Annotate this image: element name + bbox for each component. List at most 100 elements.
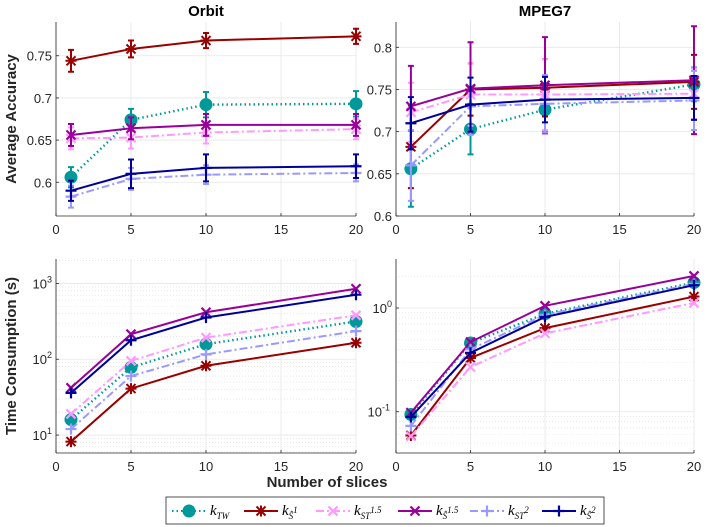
series-line-kS15 bbox=[410, 79, 695, 108]
data-point-marker bbox=[350, 310, 362, 321]
mpeg7-title: MPEG7 bbox=[519, 3, 572, 20]
legend-label: kST2 bbox=[508, 503, 529, 521]
series-line-kS2 bbox=[410, 284, 695, 418]
x-axis-label: Number of slices bbox=[267, 474, 388, 491]
data-point-marker bbox=[688, 279, 700, 291]
series-kST15 bbox=[405, 297, 700, 442]
legend-marker bbox=[255, 505, 267, 517]
series-kST15 bbox=[65, 310, 362, 420]
series-line-kS1 bbox=[70, 35, 357, 62]
data-point-marker bbox=[688, 270, 700, 282]
legend-marker bbox=[553, 505, 565, 517]
data-point-marker bbox=[349, 97, 363, 111]
x-tick-label: 10 bbox=[538, 459, 552, 474]
x-tick-label: 10 bbox=[538, 222, 552, 237]
y-tick-label: 0.8 bbox=[374, 40, 392, 55]
data-point-marker bbox=[539, 300, 551, 312]
data-point-marker bbox=[688, 92, 700, 104]
y-tick-label: 0.6 bbox=[374, 209, 392, 224]
data-point-marker bbox=[125, 355, 137, 367]
data-point-marker bbox=[125, 383, 137, 395]
data-point-marker bbox=[200, 348, 212, 360]
x-tick-label: 20 bbox=[349, 459, 363, 474]
x-tick-label: 5 bbox=[467, 459, 474, 474]
data-point-marker bbox=[125, 328, 137, 340]
x-tick-label: 5 bbox=[467, 222, 474, 237]
data-point-marker bbox=[539, 328, 551, 339]
series-kS15 bbox=[405, 270, 700, 418]
x-tick-label: 5 bbox=[127, 459, 134, 474]
series-line-kST2 bbox=[410, 282, 695, 427]
data-point-marker bbox=[405, 430, 417, 442]
y-tick-label: 100 bbox=[373, 299, 392, 316]
orbit-title: Orbit bbox=[188, 3, 224, 20]
y-tick-label: 0.65 bbox=[27, 133, 52, 148]
legend-entry-kST15: kST1.5 bbox=[316, 503, 382, 521]
data-point-marker bbox=[65, 185, 77, 197]
data-point-marker bbox=[65, 55, 77, 67]
series-kTW bbox=[64, 90, 363, 189]
y-axis-label-accuracy: Average Accuracy bbox=[3, 53, 20, 183]
series-line-kST15 bbox=[70, 314, 357, 415]
series-line-kS1 bbox=[70, 341, 357, 443]
x-tick-label: 10 bbox=[199, 459, 213, 474]
data-point-marker bbox=[405, 411, 417, 423]
series-line-kST15 bbox=[410, 301, 695, 437]
series-line-kS2 bbox=[70, 293, 357, 394]
data-point-marker bbox=[688, 291, 700, 303]
y-tick-label: 0.7 bbox=[34, 91, 52, 106]
data-point-marker bbox=[200, 119, 212, 131]
legend-label: kŜ2 bbox=[580, 503, 596, 521]
legend: kTW kŜ1 kST1.5 kŜ1.5 kST2 kŜ2 bbox=[165, 496, 605, 525]
data-point-marker bbox=[125, 370, 137, 382]
x-tick-label: 15 bbox=[612, 222, 626, 237]
data-point-marker bbox=[200, 35, 212, 47]
y-axis-label-time: Time Consumption (s) bbox=[3, 277, 20, 435]
series-line-kST15 bbox=[410, 92, 695, 114]
x-tick-label: 0 bbox=[52, 222, 59, 237]
y-tick-label: 0.75 bbox=[27, 49, 52, 64]
series-kST2 bbox=[405, 69, 700, 202]
series-line-kS15 bbox=[70, 287, 357, 389]
series-line-kS15 bbox=[70, 123, 356, 137]
data-point-marker bbox=[465, 99, 476, 111]
legend-label: kŜ1.5 bbox=[436, 503, 459, 521]
legend-label: kŜ1 bbox=[282, 503, 298, 521]
x-tick-label: 15 bbox=[612, 459, 626, 474]
x-tick-label: 0 bbox=[392, 222, 399, 237]
series-line-kTW bbox=[70, 102, 357, 179]
data-point-marker bbox=[350, 119, 362, 131]
data-point-marker bbox=[465, 336, 476, 348]
legend-label: kTW bbox=[210, 503, 231, 521]
series-kS1 bbox=[405, 53, 700, 190]
series-kST2 bbox=[65, 325, 362, 435]
series-kS2 bbox=[405, 279, 700, 423]
legend-marker bbox=[182, 504, 196, 518]
data-point-marker bbox=[350, 337, 362, 349]
data-point-marker bbox=[200, 162, 212, 174]
series-kS15 bbox=[65, 112, 362, 147]
y-tick-label: 0.75 bbox=[367, 82, 392, 97]
data-point-marker bbox=[200, 312, 212, 324]
data-point-marker bbox=[539, 311, 551, 323]
x-tick-label: 10 bbox=[199, 222, 213, 237]
legend-box bbox=[165, 496, 605, 525]
data-point-marker bbox=[350, 325, 362, 337]
data-point-marker bbox=[539, 322, 551, 334]
data-point-marker bbox=[350, 30, 362, 42]
data-point-marker bbox=[350, 160, 362, 172]
series-line-kST2 bbox=[70, 171, 357, 198]
y-tick-label: 0.6 bbox=[34, 175, 52, 190]
legend-entry-kS2: kŜ2 bbox=[542, 503, 596, 521]
y-tick-label: 0.65 bbox=[367, 167, 392, 182]
series-kS1 bbox=[65, 337, 362, 448]
data-point-marker bbox=[199, 98, 213, 112]
legend-entry-kTW: kTW bbox=[172, 503, 231, 521]
x-tick-label: 15 bbox=[274, 222, 288, 237]
x-tick-label: 20 bbox=[687, 222, 701, 237]
data-point-marker bbox=[405, 159, 417, 171]
series-line-kTW bbox=[409, 281, 695, 416]
series-kS1 bbox=[65, 27, 362, 73]
data-point-marker bbox=[465, 361, 476, 373]
